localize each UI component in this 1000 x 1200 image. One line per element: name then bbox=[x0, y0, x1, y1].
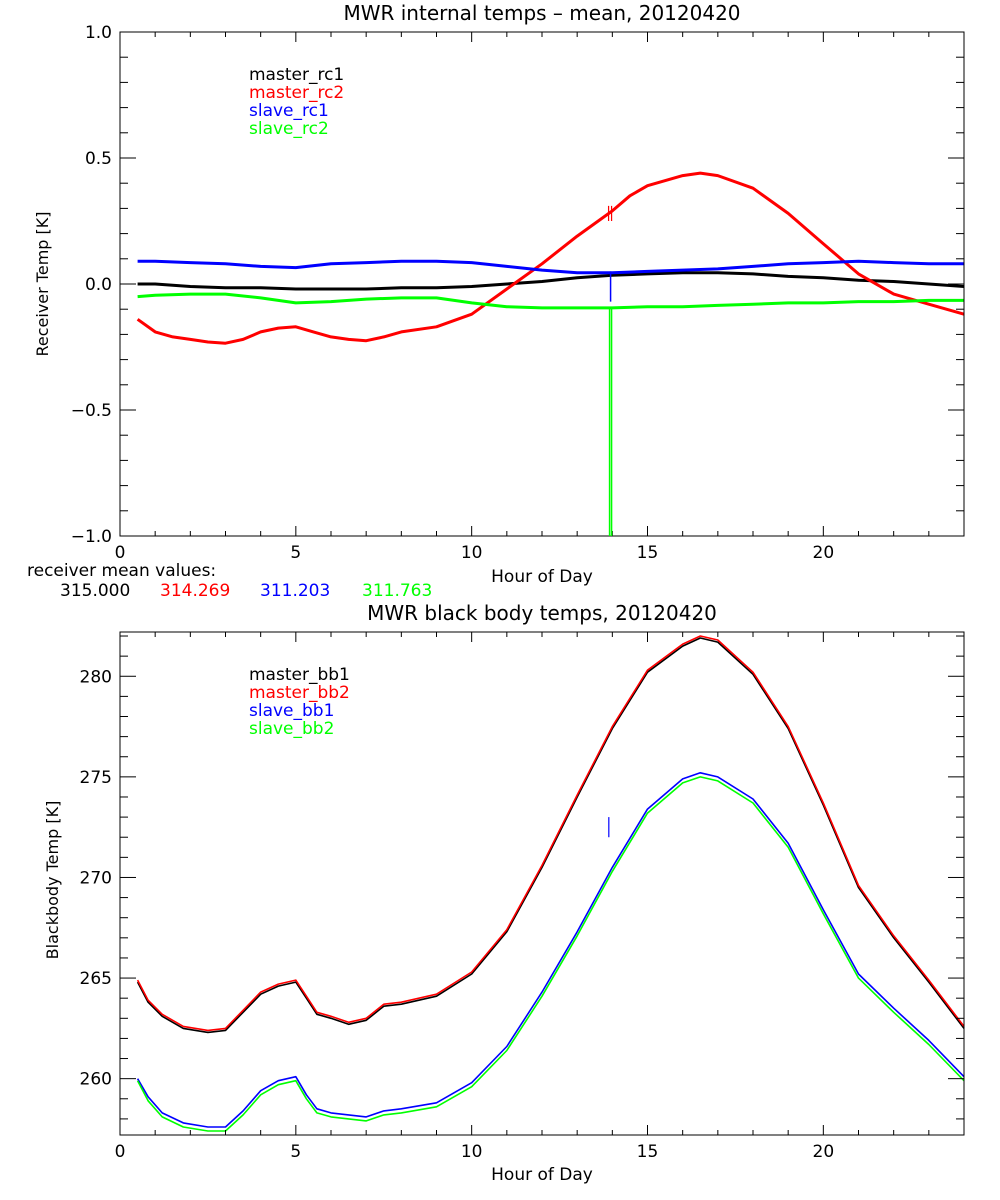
blackbody-x-tick-label: 10 bbox=[461, 1142, 483, 1162]
receiver-x-axis-label: Hour of Day bbox=[491, 567, 593, 587]
receiver-y-axis-label: Receiver Temp [K] bbox=[33, 211, 52, 356]
receiver-series-slave-rc1 bbox=[137, 259, 964, 275]
blackbody-plot-frame bbox=[119, 631, 965, 1136]
mean-value-slave-rc2: 311.763 bbox=[362, 581, 432, 601]
blackbody-x-tick-label: 5 bbox=[290, 1142, 301, 1162]
blackbody-legend: master_bb1 master_bb2 slave_bb1 slave_bb… bbox=[249, 665, 350, 739]
blackbody-y-tick-label: 280 bbox=[80, 667, 112, 687]
mean-value-master-rc2: 314.269 bbox=[160, 581, 230, 601]
receiver-x-tick-label: 0 bbox=[115, 543, 126, 563]
blackbody-chart-title: MWR black body temps, 20120420 bbox=[367, 601, 717, 625]
receiver-y-tick-label: 1.0 bbox=[85, 23, 112, 43]
legend-slave-bb1: slave_bb1 bbox=[249, 701, 334, 721]
receiver-mean-values: receiver mean values: 315.000 314.269 31… bbox=[27, 561, 432, 601]
legend-master-rc2: master_rc2 bbox=[249, 83, 344, 103]
receiver-ticks bbox=[119, 31, 965, 537]
receiver-x-tick-label: 5 bbox=[290, 543, 301, 563]
blackbody-x-tick-label: 20 bbox=[813, 1142, 835, 1162]
blackbody-x-tick-label: 0 bbox=[115, 1142, 126, 1162]
blackbody-series-slave-bb1 bbox=[136, 772, 965, 1128]
blackbody-y-tick-label: 265 bbox=[80, 969, 112, 989]
receiver-series-slave-rc2 bbox=[137, 292, 964, 310]
mean-values-label: receiver mean values: bbox=[27, 561, 216, 581]
receiver-tick-labels: 0 5 10 15 20 −1.0 −0.5 0.0 0.5 1.0 bbox=[71, 23, 834, 563]
legend-master-bb2: master_bb2 bbox=[249, 683, 350, 703]
blackbody-x-tick-label: 15 bbox=[637, 1142, 659, 1162]
receiver-spikes bbox=[607, 205, 613, 536]
receiver-temps-panel: MWR internal temps – mean, 20120420 Rece… bbox=[27, 1, 965, 601]
legend-slave-rc1: slave_rc1 bbox=[249, 101, 329, 121]
receiver-x-tick-label: 10 bbox=[461, 543, 483, 563]
receiver-legend: master_rc1 master_rc2 slave_rc1 slave_rc… bbox=[249, 65, 344, 139]
receiver-y-tick-label: −0.5 bbox=[71, 401, 112, 421]
mean-value-master-rc1: 315.000 bbox=[60, 581, 130, 601]
blackbody-lines bbox=[136, 635, 965, 1132]
legend-master-bb1: master_bb1 bbox=[249, 665, 350, 685]
mean-value-slave-rc1: 311.203 bbox=[260, 581, 330, 601]
receiver-plot-frame bbox=[119, 31, 965, 537]
legend-slave-bb2: slave_bb2 bbox=[249, 719, 334, 739]
blackbody-ticks bbox=[119, 632, 965, 1135]
receiver-y-tick-label: 0.0 bbox=[85, 275, 112, 295]
receiver-lines bbox=[136, 171, 965, 345]
blackbody-series-slave-bb2 bbox=[136, 776, 965, 1132]
blackbody-y-tick-label: 270 bbox=[80, 868, 112, 888]
blackbody-temps-panel: MWR black body temps, 20120420 Blackbody… bbox=[43, 601, 965, 1185]
blackbody-y-tick-label: 260 bbox=[80, 1070, 112, 1090]
receiver-y-tick-label: 0.5 bbox=[85, 149, 112, 169]
receiver-series-master-rc2 bbox=[136, 171, 965, 345]
blackbody-x-axis-label: Hour of Day bbox=[491, 1165, 593, 1185]
receiver-x-tick-label: 20 bbox=[813, 543, 835, 563]
blackbody-y-axis-label: Blackbody Temp [K] bbox=[43, 801, 62, 960]
blackbody-series-master-bb2 bbox=[136, 635, 965, 1032]
blackbody-y-tick-label: 275 bbox=[80, 768, 112, 788]
receiver-y-tick-label: −1.0 bbox=[71, 527, 112, 547]
blackbody-tick-labels: 0 5 10 15 20 260 265 270 275 280 bbox=[80, 667, 835, 1162]
receiver-chart-title: MWR internal temps – mean, 20120420 bbox=[343, 1, 740, 25]
receiver-x-tick-label: 15 bbox=[637, 543, 659, 563]
legend-slave-rc2: slave_rc2 bbox=[249, 119, 329, 139]
legend-master-rc1: master_rc1 bbox=[249, 65, 344, 85]
receiver-series-master-rc1 bbox=[137, 271, 965, 291]
blackbody-series-master-bb1 bbox=[136, 637, 965, 1034]
